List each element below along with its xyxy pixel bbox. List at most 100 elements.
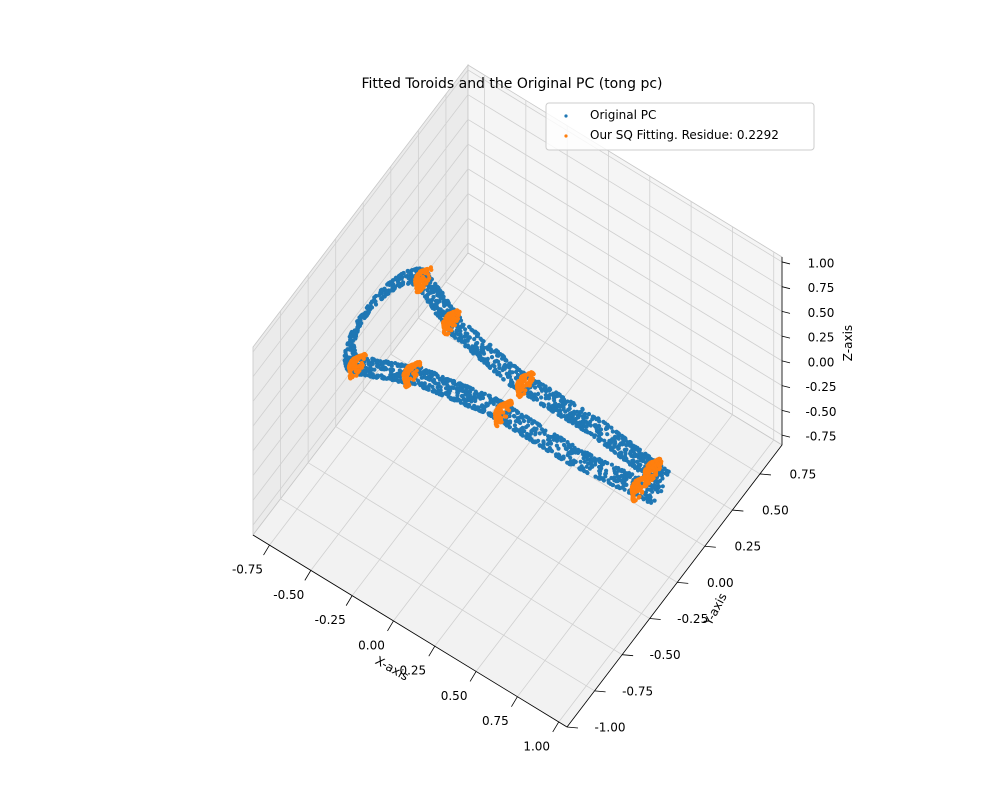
y-tick bbox=[732, 509, 744, 512]
original-pc-point bbox=[521, 418, 527, 424]
original-pc-point bbox=[430, 384, 435, 389]
sq-fitting-point bbox=[635, 477, 640, 483]
original-pc-point bbox=[624, 443, 629, 448]
original-pc-point bbox=[438, 288, 443, 293]
original-pc-point bbox=[425, 387, 430, 392]
x-tick-label: -0.75 bbox=[232, 563, 263, 577]
sq-fitting-point bbox=[643, 467, 648, 472]
z-tick-label: -0.75 bbox=[805, 430, 836, 444]
sq-fitting-point bbox=[630, 484, 635, 489]
original-pc-point bbox=[526, 436, 531, 441]
z-tick bbox=[781, 261, 791, 265]
z-tick bbox=[781, 360, 791, 364]
original-pc-point bbox=[436, 285, 441, 290]
original-pc-point bbox=[622, 435, 627, 440]
original-pc-point bbox=[452, 332, 457, 337]
original-pc-point bbox=[622, 487, 627, 492]
original-pc-point bbox=[437, 391, 442, 396]
grid-line-x-floor bbox=[475, 389, 692, 672]
original-pc-point bbox=[463, 344, 468, 349]
original-pc-point bbox=[558, 413, 563, 418]
original-pc-point bbox=[594, 426, 599, 431]
z-tick bbox=[781, 434, 791, 438]
original-pc-point bbox=[445, 392, 450, 397]
original-pc-point bbox=[532, 392, 538, 397]
original-pc-point bbox=[631, 443, 636, 448]
sq-fitting-point bbox=[455, 316, 461, 321]
original-pc-point bbox=[509, 378, 514, 383]
original-pc-point bbox=[621, 457, 627, 462]
original-pc-point bbox=[568, 459, 573, 464]
original-pc-point bbox=[360, 372, 365, 377]
original-pc-point bbox=[431, 294, 436, 300]
sq-fitting-point bbox=[657, 456, 662, 461]
sq-fitting-point bbox=[354, 364, 359, 369]
y-tick-label: 0.75 bbox=[790, 467, 817, 481]
y-tick-label: 0.50 bbox=[762, 504, 789, 518]
sq-fitting-point bbox=[650, 465, 655, 470]
original-pc-point bbox=[478, 392, 483, 397]
sq-fitting-point bbox=[418, 360, 423, 365]
sq-fitting-point bbox=[411, 377, 416, 382]
original-pc-point bbox=[561, 442, 567, 447]
grid-line-y-floor bbox=[335, 426, 650, 619]
original-pc-point bbox=[605, 461, 610, 466]
original-pc-point bbox=[469, 395, 474, 400]
sq-fitting-point bbox=[427, 276, 432, 281]
z-tick-label: 1.00 bbox=[808, 256, 835, 270]
original-pc-point bbox=[465, 394, 470, 399]
original-pc-point bbox=[568, 449, 573, 454]
original-pc-point bbox=[638, 458, 643, 463]
grid-line-z-back bbox=[467, 168, 783, 362]
y-tick bbox=[566, 726, 579, 729]
sq-fitting-point bbox=[412, 364, 417, 369]
y-tick-label: -0.25 bbox=[677, 612, 708, 626]
original-pc-point bbox=[589, 453, 594, 458]
z-tick-label: -0.25 bbox=[805, 380, 836, 394]
original-pc-point bbox=[467, 335, 472, 340]
original-pc-point bbox=[635, 447, 640, 452]
original-pc-point bbox=[487, 393, 492, 398]
scatter-points bbox=[342, 265, 671, 505]
original-pc-point bbox=[553, 434, 558, 439]
grid-line-z-back bbox=[467, 218, 783, 411]
original-pc-point bbox=[397, 362, 402, 367]
grid-line-z-back bbox=[467, 94, 783, 288]
original-pc-point bbox=[452, 380, 457, 385]
original-pc-point bbox=[598, 427, 604, 432]
axis-panes bbox=[252, 63, 783, 728]
original-pc-point bbox=[597, 438, 602, 443]
original-pc-point bbox=[460, 394, 465, 399]
original-pc-point bbox=[501, 377, 506, 382]
original-pc-point bbox=[612, 434, 618, 439]
original-pc-point bbox=[406, 269, 411, 274]
original-pc-point bbox=[586, 412, 592, 417]
original-pc-point bbox=[407, 280, 412, 285]
sq-fitting-point bbox=[635, 481, 640, 486]
original-pc-point bbox=[537, 422, 542, 427]
original-pc-point bbox=[394, 375, 399, 380]
original-pc-point bbox=[390, 278, 395, 283]
original-pc-point bbox=[490, 363, 496, 368]
original-pc-point bbox=[533, 430, 538, 435]
original-pc-point bbox=[378, 288, 383, 293]
original-pc-point bbox=[509, 381, 514, 386]
original-pc-point bbox=[485, 403, 490, 408]
y-tick-label: 0.25 bbox=[734, 540, 761, 554]
original-pc-point bbox=[457, 326, 462, 331]
original-pc-point bbox=[353, 334, 359, 339]
original-pc-point bbox=[584, 464, 589, 469]
original-pc-point bbox=[425, 369, 430, 375]
original-pc-point bbox=[583, 411, 588, 417]
original-pc-point bbox=[487, 342, 492, 347]
original-pc-point bbox=[509, 406, 515, 411]
original-pc-point bbox=[400, 282, 406, 287]
original-pc-point bbox=[394, 276, 399, 282]
original-pc-point bbox=[562, 414, 567, 419]
sq-fitting-point bbox=[649, 477, 654, 483]
z-tick bbox=[781, 286, 791, 290]
original-pc-point bbox=[547, 388, 552, 393]
grid-line-x-floor bbox=[434, 363, 651, 647]
original-pc-point bbox=[635, 468, 641, 473]
original-pc-point bbox=[445, 382, 450, 387]
